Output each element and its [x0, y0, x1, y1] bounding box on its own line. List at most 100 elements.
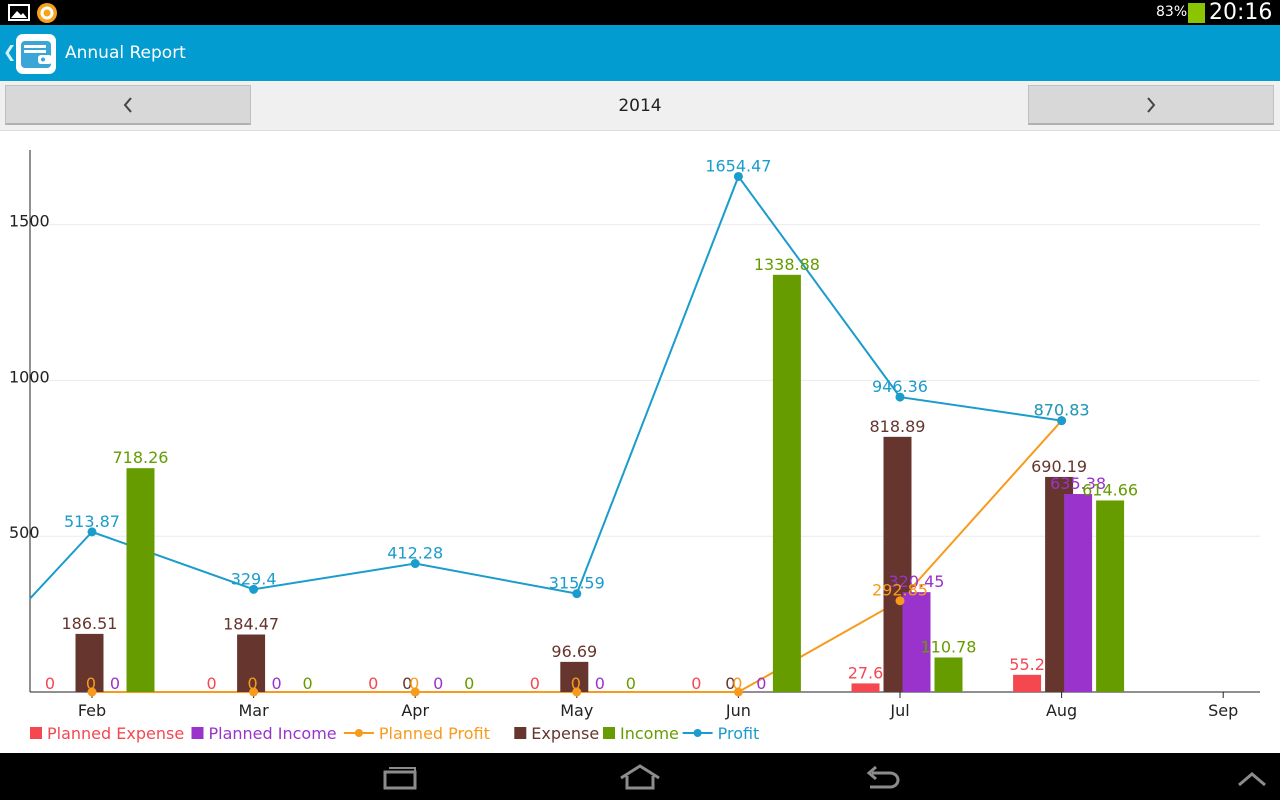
year-label: 2014: [618, 96, 662, 116]
status-bar: 83% 20:16: [0, 0, 1280, 25]
point-planned-profit: [87, 687, 97, 697]
bar-planned-expense: [1013, 674, 1042, 692]
data-label: 320.45: [889, 572, 945, 591]
data-label: 1654.47: [705, 156, 771, 175]
data-label: 718.26: [113, 448, 169, 467]
legend-swatch-profit-marker: [693, 729, 702, 737]
next-year-button[interactable]: [1028, 85, 1274, 125]
data-label: 0: [595, 674, 605, 693]
bar-expense: [237, 634, 266, 692]
data-label: 0: [110, 674, 120, 693]
battery-percent: 83%: [1156, 4, 1188, 20]
point-profit: [87, 527, 97, 537]
data-label: 0: [691, 674, 701, 693]
y-tick-label: 1000: [9, 367, 50, 386]
bar-planned-income: [902, 592, 931, 692]
data-label: 110.78: [921, 637, 977, 656]
chevron-up-icon[interactable]: [1236, 763, 1268, 791]
legend-swatch-planned-profit-marker: [354, 729, 363, 737]
data-label: 870.83: [1034, 401, 1090, 420]
bar-expense: [75, 633, 104, 692]
legend-swatch-income: [603, 727, 615, 739]
bar-income: [1096, 500, 1125, 692]
data-label: 0: [756, 674, 766, 693]
chevron-right-icon: [1147, 96, 1156, 113]
x-tick-label: May: [560, 701, 593, 720]
back-chevron-icon[interactable]: ❮: [3, 42, 17, 61]
back-icon[interactable]: [862, 763, 902, 791]
point-profit: [1057, 416, 1067, 426]
data-label: 55.2: [1009, 655, 1045, 674]
point-profit: [410, 559, 420, 569]
data-label: 0: [409, 674, 419, 693]
data-label: 0: [626, 674, 636, 693]
data-label: 184.47: [223, 615, 279, 634]
x-tick-label: Jun: [725, 701, 751, 720]
bar-expense: [560, 661, 589, 692]
legend-label-planned-income: Planned Income: [209, 724, 337, 743]
y-tick-label: 500: [9, 523, 40, 542]
bar-income: [772, 274, 801, 692]
data-label: 412.28: [387, 544, 443, 563]
data-label: 0: [207, 674, 217, 693]
data-label: 0: [303, 674, 313, 693]
app-notification-icon: [37, 3, 57, 23]
data-label: 513.87: [64, 512, 120, 531]
legend-label-profit: Profit: [718, 724, 760, 743]
data-label: 0: [272, 674, 282, 693]
data-label: 329.4: [231, 569, 277, 588]
series-line-profit: [29, 174, 1062, 600]
point-profit: [249, 584, 259, 594]
data-label: 946.36: [872, 377, 928, 396]
point-planned-profit: [895, 596, 905, 606]
data-label: 0: [732, 674, 742, 693]
app-title: Annual Report: [65, 43, 186, 63]
legend-label-planned-expense: Planned Expense: [47, 724, 184, 743]
point-profit: [733, 171, 743, 181]
previous-year-button[interactable]: [5, 85, 251, 125]
data-label: 96.69: [551, 642, 597, 661]
data-label: 614.66: [1082, 480, 1138, 499]
data-label: 818.89: [870, 417, 926, 436]
data-label: 0: [433, 674, 443, 693]
data-label: 0: [86, 674, 96, 693]
x-tick-label: Feb: [78, 701, 106, 720]
chevron-left-icon: [123, 96, 132, 113]
x-tick-label: Aug: [1046, 701, 1077, 720]
wallet-icon[interactable]: [14, 32, 58, 76]
data-label: 27.6: [848, 663, 884, 682]
gallery-icon: [8, 4, 30, 21]
data-label: 186.51: [62, 614, 118, 633]
point-planned-profit: [410, 687, 420, 697]
bar-planned-income: [1064, 494, 1093, 692]
data-label: 870.83: [1034, 401, 1090, 420]
legend-swatch-planned-income: [191, 727, 204, 739]
x-tick-label: Apr: [401, 701, 429, 720]
legend-swatch-planned-expense: [30, 727, 42, 739]
data-label: 690.19: [1031, 457, 1087, 476]
system-navigation-bar: [0, 753, 1280, 800]
data-label: 0: [464, 674, 474, 693]
data-label: 0: [725, 674, 735, 693]
point-profit: [895, 392, 905, 402]
recent-apps-icon[interactable]: [380, 763, 420, 791]
x-tick-label: Mar: [239, 701, 270, 720]
point-planned-profit: [572, 687, 582, 697]
data-label: 292.85: [872, 581, 928, 600]
x-tick-label: Jul: [889, 701, 909, 720]
data-label: 0: [45, 674, 55, 693]
y-tick-label: 1500: [9, 212, 50, 231]
clock: 20:16: [1209, 0, 1273, 25]
legend-swatch-expense: [514, 727, 527, 739]
data-label: 0: [248, 674, 258, 693]
data-label: 0: [368, 674, 378, 693]
battery-icon: [1188, 3, 1205, 23]
home-icon[interactable]: [618, 763, 662, 791]
year-navigator: 2014: [0, 81, 1280, 131]
data-label: 0: [530, 674, 540, 693]
legend-label-planned-profit: Planned Profit: [379, 724, 490, 743]
bar-income: [126, 468, 155, 692]
point-planned-profit: [733, 687, 743, 697]
point-profit: [572, 589, 582, 599]
